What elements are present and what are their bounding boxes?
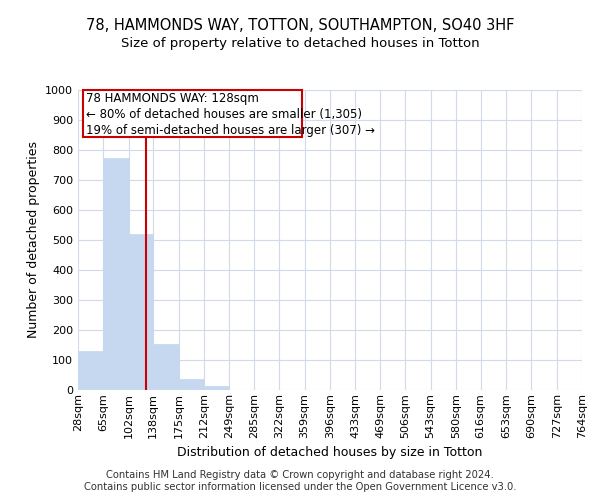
Bar — [128, 234, 154, 390]
Bar — [204, 386, 229, 390]
Bar — [154, 344, 179, 390]
Bar — [179, 379, 204, 390]
Text: ← 80% of detached houses are smaller (1,305): ← 80% of detached houses are smaller (1,… — [86, 108, 362, 121]
Text: 78 HAMMONDS WAY: 128sqm: 78 HAMMONDS WAY: 128sqm — [86, 92, 259, 106]
Text: Contains public sector information licensed under the Open Government Licence v3: Contains public sector information licen… — [84, 482, 516, 492]
Bar — [78, 351, 103, 390]
X-axis label: Distribution of detached houses by size in Totton: Distribution of detached houses by size … — [178, 446, 482, 459]
Y-axis label: Number of detached properties: Number of detached properties — [26, 142, 40, 338]
Text: 19% of semi-detached houses are larger (307) →: 19% of semi-detached houses are larger (… — [86, 124, 375, 136]
FancyBboxPatch shape — [83, 90, 302, 137]
Bar — [103, 158, 128, 390]
Text: Size of property relative to detached houses in Totton: Size of property relative to detached ho… — [121, 38, 479, 51]
Text: Contains HM Land Registry data © Crown copyright and database right 2024.: Contains HM Land Registry data © Crown c… — [106, 470, 494, 480]
Text: 78, HAMMONDS WAY, TOTTON, SOUTHAMPTON, SO40 3HF: 78, HAMMONDS WAY, TOTTON, SOUTHAMPTON, S… — [86, 18, 514, 32]
